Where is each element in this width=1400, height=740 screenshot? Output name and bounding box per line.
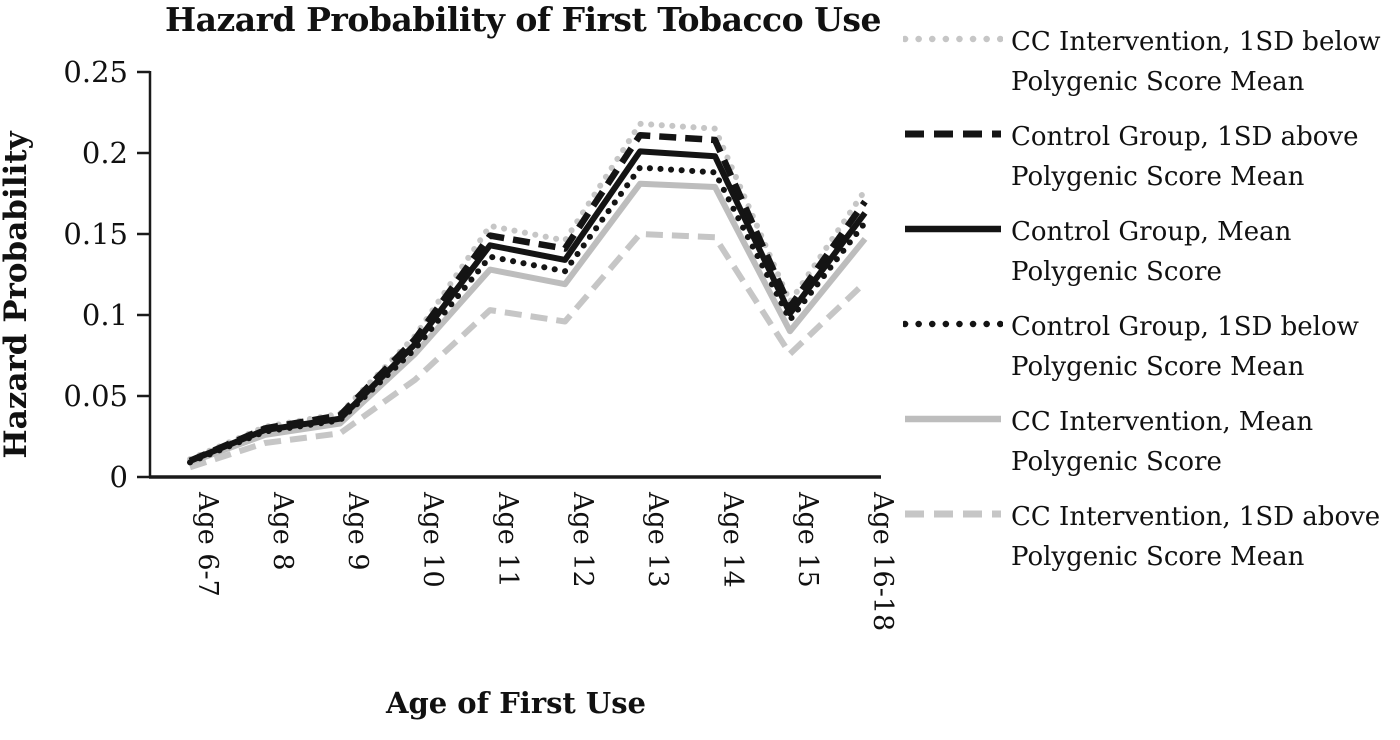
legend-label: Control Group, Mean Polygenic Score [1011, 217, 1292, 288]
series-line-1 [188, 131, 868, 464]
legend-swatch-solid [905, 416, 1001, 423]
legend-item-0: CC Intervention, 1SD below Polygenic Sco… [903, 22, 1397, 102]
legend-swatch-dashed [905, 510, 1001, 518]
series-line-0 [187, 120, 868, 463]
x-category-label: Age 16-18 [867, 491, 898, 631]
legend-item-2: Control Group, Mean Polygenic Score [903, 212, 1397, 292]
y-tick-label: 0.2 [82, 136, 128, 170]
series-line-5 [189, 231, 868, 471]
legend-swatch-dashed [905, 130, 1001, 138]
legend-item-4: CC Intervention, Mean Polygenic Score [903, 402, 1397, 482]
legend-item-5: CC Intervention, 1SD above Polygenic Sco… [903, 497, 1397, 577]
x-category-label: Age 8 [267, 491, 298, 571]
x-category-label: Age 13 [642, 491, 673, 588]
x-category-label: Age 9 [342, 491, 373, 571]
y-tick-label: 0.1 [82, 298, 128, 332]
legend-swatch-solid [905, 225, 1001, 233]
y-tick-label: 0.25 [63, 55, 128, 89]
series-line-4 [188, 180, 868, 466]
legend-item-1: Control Group, 1SD above Polygenic Score… [903, 117, 1397, 197]
legend: CC Intervention, 1SD below Polygenic Sco… [903, 22, 1397, 592]
x-category-label: Age 6-7 [192, 491, 223, 597]
x-category-label: Age 15 [792, 491, 823, 588]
y-tick-label: 0.05 [63, 379, 128, 413]
y-tick-label: 0 [110, 460, 128, 494]
chart-title: Hazard Probability of First Tobacco Use [164, 0, 882, 39]
legend-label: Control Group, 1SD above Polygenic Score… [1011, 122, 1359, 193]
x-category-label: Age 11 [492, 491, 523, 588]
legend-swatch-dotted [903, 320, 1003, 328]
legend-label: CC Intervention, Mean Polygenic Score [1011, 407, 1314, 478]
x-category-label: Age 14 [717, 491, 748, 588]
series-line-2 [188, 148, 868, 464]
line-chart-plot: 0 0.05 0.1 0.15 0.2 0.25 Age 6-7 Age 8 Age 9 Age … [63, 55, 898, 631]
legend-label: Control Group, 1SD below Polygenic Score… [1011, 312, 1359, 383]
legend-label: CC Intervention, 1SD above Polygenic Sco… [1011, 502, 1381, 573]
x-axis-title: Age of First Use [385, 686, 646, 720]
x-category-label: Age 10 [417, 491, 448, 588]
legend-item-3: Control Group, 1SD below Polygenic Score… [903, 307, 1397, 387]
x-category-label: Age 12 [567, 491, 598, 588]
y-tick-label: 0.15 [63, 217, 128, 251]
legend-label: CC Intervention, 1SD below Polygenic Sco… [1011, 27, 1381, 98]
legend-swatch-dotted [903, 35, 1003, 43]
